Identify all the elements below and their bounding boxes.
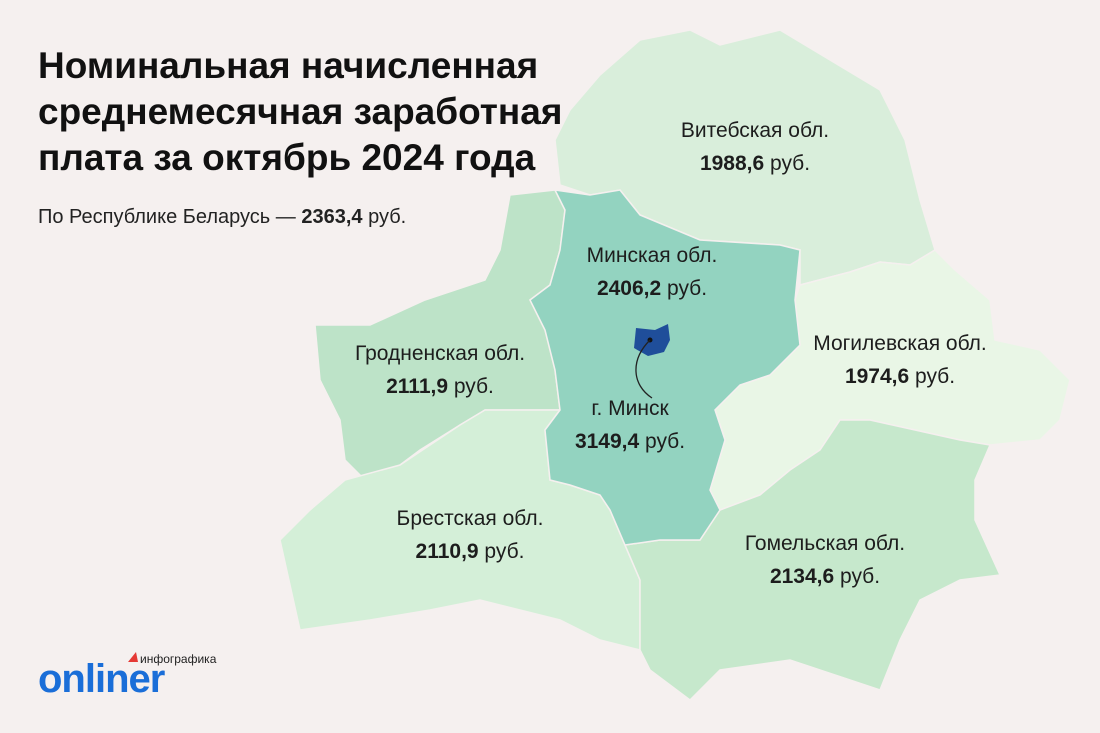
region-value: 2406,2 руб. <box>597 277 707 300</box>
map <box>279 29 1071 701</box>
value-unit: руб. <box>764 152 810 175</box>
value-number: 2111,9 <box>386 375 448 398</box>
subtitle: По Республике Беларусь — 2363,4 руб. <box>38 206 406 228</box>
region-value: 1974,6 руб. <box>845 365 955 388</box>
region-name: Брестская обл. <box>397 507 544 530</box>
region-name: г. Минск <box>591 397 669 420</box>
logo-mark <box>128 652 138 662</box>
gomel-region <box>623 419 1002 701</box>
logo: инфографика onliner <box>38 652 217 701</box>
region-value: 2110,9 руб. <box>416 540 525 563</box>
value-unit: руб. <box>639 430 685 453</box>
value-number: 3149,4 <box>575 430 640 453</box>
region-name: Витебская обл. <box>681 119 829 142</box>
region-value: 1988,6 руб. <box>700 152 810 175</box>
value-number: 1988,6 <box>700 152 764 175</box>
region-name: Гродненская обл. <box>355 342 525 365</box>
subtitle-unit: руб. <box>363 206 407 228</box>
value-unit: руб. <box>834 565 880 588</box>
header: Номинальная начисленная среднемесячная з… <box>38 45 562 228</box>
region-name: Могилевская обл. <box>813 332 987 355</box>
region-name: Гомельская обл. <box>745 532 905 555</box>
title-line: Номинальная начисленная <box>38 45 538 86</box>
region-labels: Витебская обл. 1988,6 руб. Минская обл. 240… <box>355 119 987 588</box>
value-unit: руб. <box>909 365 955 388</box>
value-number: 2134,6 <box>770 565 834 588</box>
value-number: 1974,6 <box>845 365 909 388</box>
pointer-line <box>635 339 653 399</box>
logo-tag: инфографика <box>140 652 217 666</box>
region-value: 2134,6 руб. <box>770 565 880 588</box>
logo-brand: onliner <box>38 657 165 701</box>
value-number: 2110,9 <box>416 540 479 563</box>
subtitle-value: 2363,4 <box>301 206 363 228</box>
region-value: 3149,4 руб. <box>575 430 685 453</box>
value-number: 2406,2 <box>597 277 661 300</box>
value-unit: руб. <box>661 277 707 300</box>
region-value: 2111,9 руб. <box>386 375 494 398</box>
minsk-region <box>529 189 801 546</box>
subtitle-prefix: По Республике Беларусь — <box>38 206 301 228</box>
title-line: среднемесячная заработная <box>38 91 562 132</box>
region-name: Минская обл. <box>587 244 718 267</box>
title-line: плата за октябрь 2024 года <box>38 137 536 178</box>
value-unit: руб. <box>479 540 525 563</box>
value-unit: руб. <box>448 375 494 398</box>
